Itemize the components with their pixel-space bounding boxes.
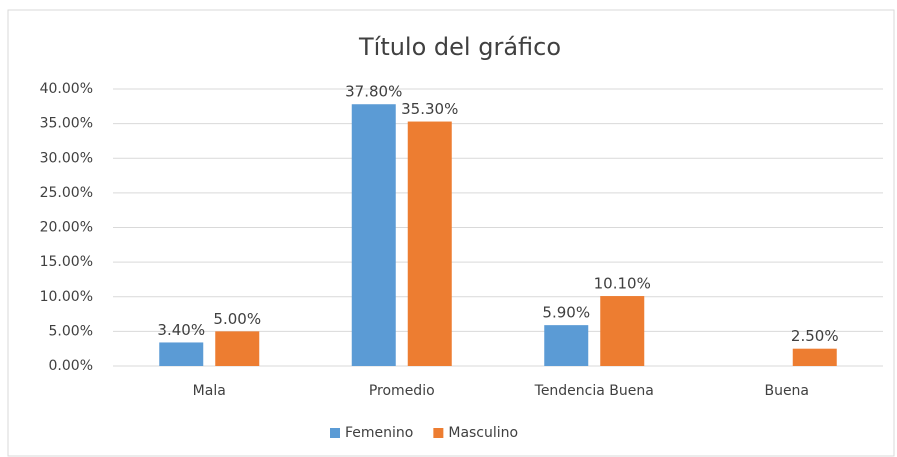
bar [407,121,452,366]
x-tick-label: Buena [764,383,809,399]
x-tick-label: Tendencia Buena [534,383,654,399]
bar [600,296,645,366]
legend-label: Masculino [448,425,518,441]
y-tick-label: 15.00% [40,254,93,270]
bar [215,331,260,366]
data-label: 2.50% [791,327,839,345]
data-label: 5.00% [213,310,261,328]
data-label: 10.10% [594,275,651,293]
y-tick-label: 25.00% [40,185,93,201]
legend-swatch [433,428,444,438]
y-tick-label: 40.00% [40,81,93,97]
bar [544,325,589,366]
data-label: 35.30% [401,100,458,118]
chart-title: Título del gráfico [358,33,561,61]
y-tick-label: 20.00% [40,220,93,236]
data-label: 37.80% [345,83,402,101]
x-tick-label: Promedio [369,383,435,399]
y-tick-label: 30.00% [40,150,93,166]
bar [792,348,837,366]
x-tick-label: Mala [193,383,226,399]
legend-label: Femenino [345,425,413,441]
y-tick-label: 5.00% [49,323,93,339]
y-tick-label: 10.00% [40,289,93,305]
y-tick-label: 0.00% [49,358,93,374]
y-tick-label: 35.00% [40,116,93,132]
data-label: 5.90% [542,304,590,322]
legend-swatch [330,428,340,438]
bar [159,342,204,366]
bar [351,104,396,367]
data-label: 3.40% [157,321,205,339]
